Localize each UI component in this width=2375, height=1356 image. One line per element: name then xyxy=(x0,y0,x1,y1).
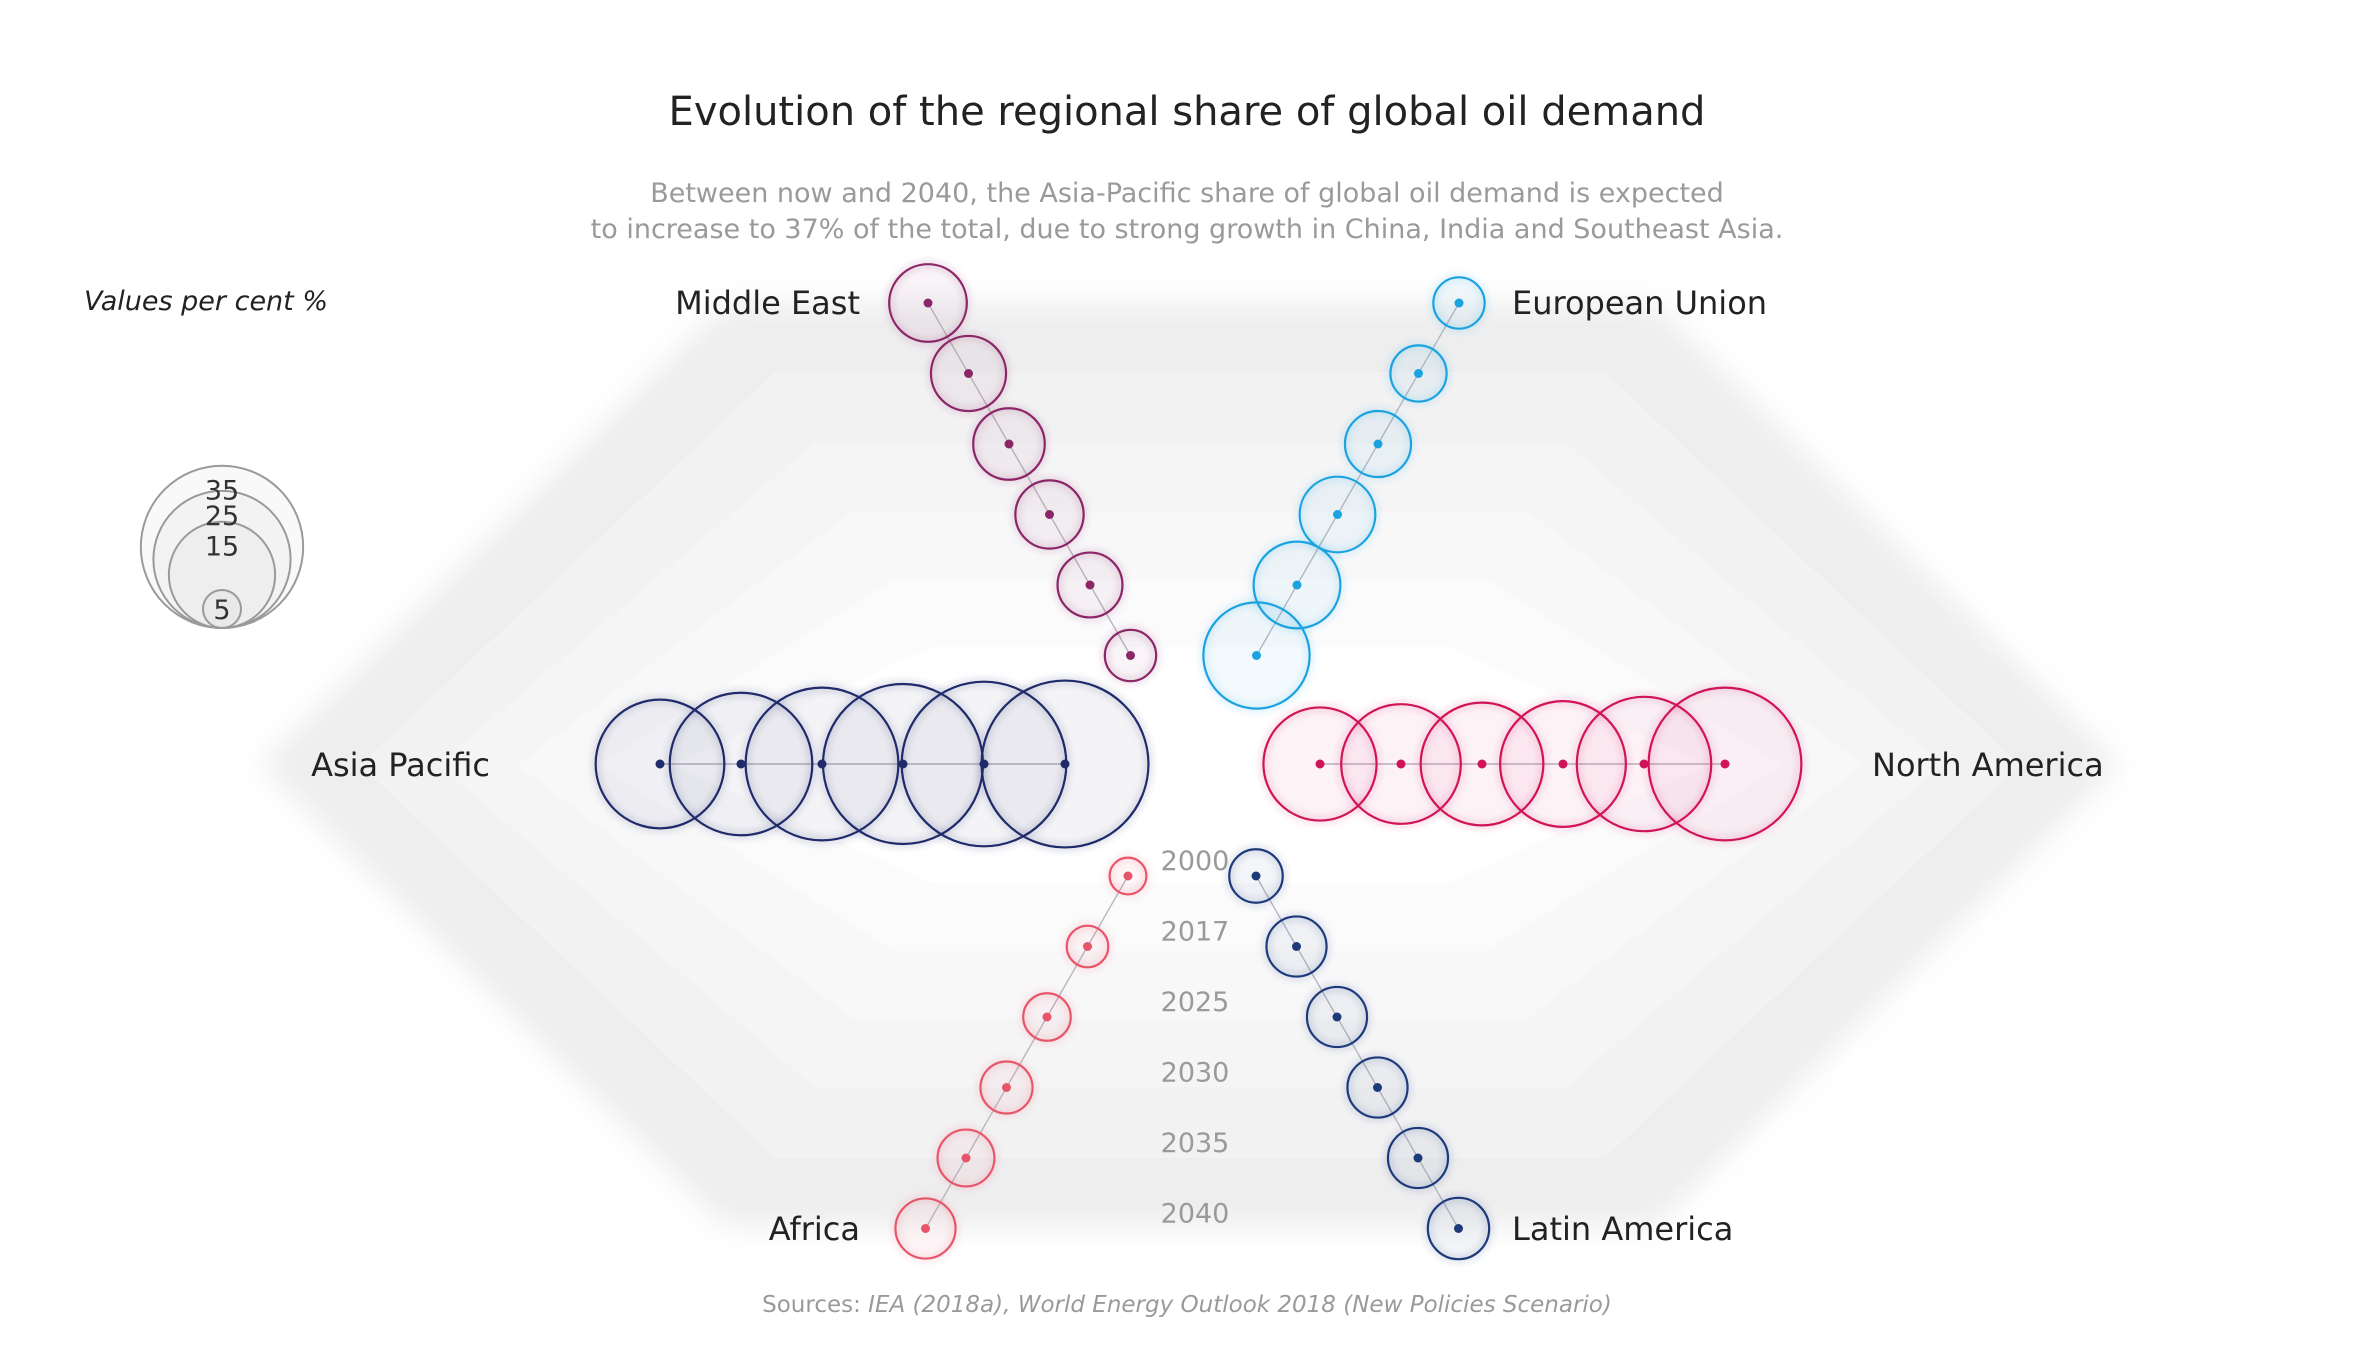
bubble-center-dot xyxy=(1251,871,1261,881)
series-north-america xyxy=(1260,684,1805,844)
bubble-center-dot xyxy=(736,759,746,769)
region-label-africa: Africa xyxy=(769,1210,860,1248)
region-label-middle-east: Middle East xyxy=(675,284,860,322)
region-label-latin-america: Latin America xyxy=(1512,1210,1733,1248)
series-connector-line xyxy=(924,875,1129,1229)
bubble-center-dot xyxy=(1126,651,1135,660)
source-prefix: Sources: xyxy=(762,1292,868,1318)
bubble-center-dot xyxy=(1292,580,1302,590)
bubble-center-dot xyxy=(1558,759,1568,769)
bubble-center-dot xyxy=(1060,759,1070,769)
region-label-asia-pacific: Asia Pacific xyxy=(311,746,490,784)
hexagon-background xyxy=(260,303,2120,1227)
year-label-2030: 2030 xyxy=(1161,1058,1230,1089)
bubble-center-dot xyxy=(979,759,989,769)
bubble-center-dot xyxy=(921,1224,930,1233)
bubble-center-dot xyxy=(898,759,908,769)
series-connector-line xyxy=(1255,875,1460,1229)
bubble-center-dot xyxy=(1333,510,1342,519)
bubble-center-dot xyxy=(1720,759,1730,769)
region-label-north-america: North America xyxy=(1872,746,2104,784)
bubble-center-dot xyxy=(1454,298,1464,308)
bubble-center-dot xyxy=(1002,1083,1011,1092)
chart-subtitle-line-1: Between now and 2040, the Asia-Pacific s… xyxy=(650,178,1724,209)
chart-title: Evolution of the regional share of globa… xyxy=(669,89,1706,135)
series-layer xyxy=(592,261,1805,1263)
legend-value-label: 25 xyxy=(205,501,239,532)
source-note: Sources: IEA (2018a), World Energy Outlo… xyxy=(762,1292,1612,1318)
bubble-center-dot xyxy=(1085,580,1095,590)
series-middle-east xyxy=(886,261,1160,685)
series-asia-pacific xyxy=(592,677,1152,851)
bubble-center-dot xyxy=(923,298,933,308)
bubble-center-dot xyxy=(1373,1083,1382,1092)
bubble-center-dot xyxy=(1413,1153,1423,1163)
bubble-center-dot xyxy=(1639,759,1649,769)
year-label-2017: 2017 xyxy=(1161,917,1230,948)
bubble-center-dot xyxy=(1373,439,1383,449)
bubble-center-dot xyxy=(1123,871,1133,881)
series-latin-america xyxy=(1226,846,1493,1263)
legend-value-label: 15 xyxy=(205,532,239,563)
series-european-union xyxy=(1200,274,1488,712)
bubble-center-dot xyxy=(1454,1224,1463,1233)
source-text: IEA (2018a), World Energy Outlook 2018 (… xyxy=(868,1292,1612,1318)
bubble-center-dot xyxy=(1252,651,1261,660)
bubble-center-dot xyxy=(1045,510,1054,519)
bubble-center-dot xyxy=(961,1153,971,1163)
bubble-center-dot xyxy=(817,759,827,769)
year-label-2025: 2025 xyxy=(1161,987,1230,1018)
bubble-center-dot xyxy=(1083,942,1092,951)
bubble-center-dot xyxy=(1396,759,1406,769)
bubble-center-dot xyxy=(964,369,973,378)
year-label-2040: 2040 xyxy=(1161,1199,1230,1230)
bubble-center-dot xyxy=(1477,759,1487,769)
bubble-center-dot xyxy=(1004,439,1014,449)
legend-title: Values per cent % xyxy=(84,286,328,317)
year-label-2035: 2035 xyxy=(1161,1128,1230,1159)
legend-value-label: 35 xyxy=(205,476,239,507)
bubble-center-dot xyxy=(1042,1012,1052,1022)
bubble-center-dot xyxy=(1332,1012,1342,1022)
chart-subtitle-line-2: to increase to 37% of the total, due to … xyxy=(591,214,1784,245)
bubble-center-dot xyxy=(1315,759,1325,769)
region-label-european-union: European Union xyxy=(1512,284,1767,322)
legend-circle xyxy=(202,589,242,629)
bubble-center-dot xyxy=(1414,369,1423,378)
series-africa xyxy=(892,854,1150,1262)
year-labels: 2000 2017 2025 2030 2035 2040 xyxy=(1161,846,1230,1230)
bubble-center-dot xyxy=(1292,942,1301,951)
region-labels: Middle East European Union Asia Pacific Nor… xyxy=(311,284,2104,1248)
series-connector-line xyxy=(927,302,1132,656)
legend-value-label: 5 xyxy=(213,595,230,626)
year-label-2000: 2000 xyxy=(1161,846,1230,877)
bubble-center-dot xyxy=(655,759,665,769)
